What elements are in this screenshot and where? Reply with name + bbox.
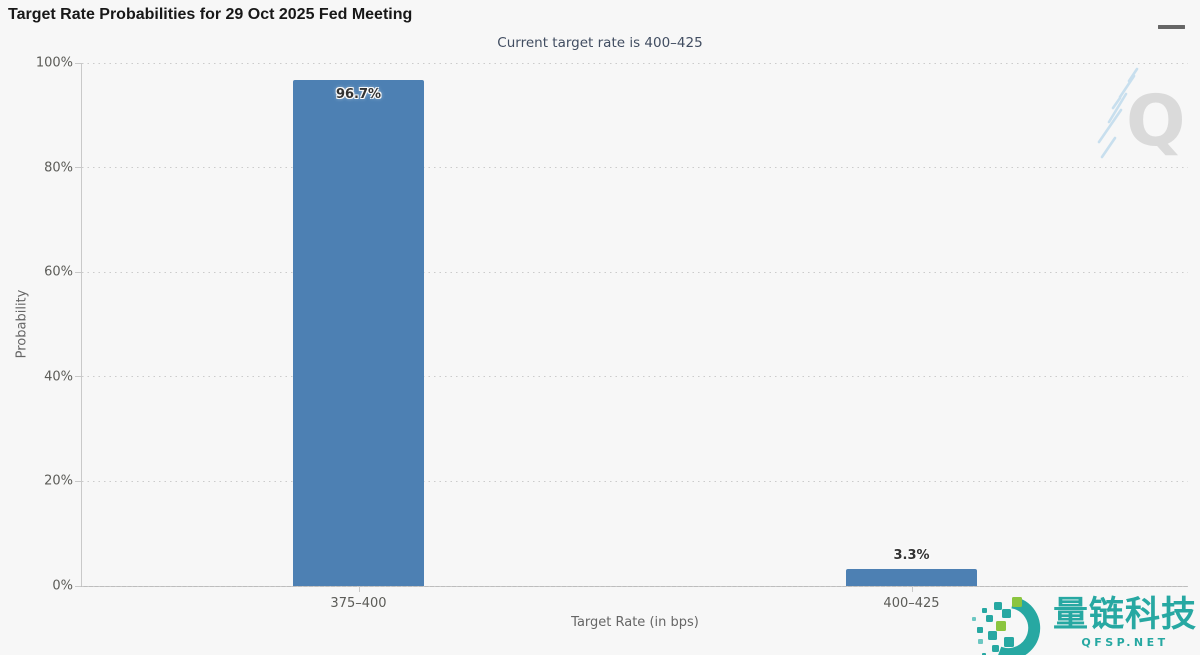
plot-area: 0% 20% 40% 60% 80% 100% 96.7% 375–400 3.3% 400–42… [36, 56, 1188, 611]
y-tick-mark [75, 585, 81, 587]
y-tick-mark [75, 62, 81, 64]
bar-category-2[interactable] [846, 568, 977, 586]
y-tick-mark [75, 376, 81, 378]
y-tick-label: 60% [44, 264, 73, 280]
y-tick-mark [75, 480, 81, 482]
y-tick-label: 80% [44, 160, 73, 176]
chart-subtitle: Current target rate is 400–425 [497, 35, 703, 51]
bar-category-1[interactable] [293, 80, 424, 586]
y-tick-label: 40% [44, 369, 73, 385]
x-tick-label: 400–425 [883, 596, 940, 611]
gridline-100 [82, 62, 1188, 64]
gridline-40 [82, 376, 1188, 378]
qfsp-logo-company: 量链科技 [1052, 595, 1197, 635]
y-tick-label: 20% [44, 473, 73, 489]
x-axis-line [81, 586, 1188, 587]
logo-mosaic-squares [971, 597, 1022, 655]
x-tick-mark [911, 586, 913, 592]
y-tick-mark [75, 167, 81, 169]
bar-value-label: 96.7% [335, 87, 382, 103]
gridline-80 [82, 167, 1188, 169]
y-tick-label: 100% [35, 55, 73, 71]
bar-value-label: 3.3% [893, 547, 930, 563]
gridline-0 [82, 585, 1188, 587]
chart-context-menu-button[interactable] [1156, 8, 1188, 32]
gridline-60 [82, 271, 1188, 273]
y-tick-label: 0% [52, 578, 73, 594]
qfsp-logo: 量链科技 QFSP.NET [971, 597, 1197, 655]
x-axis-title: Target Rate (in bps) [571, 615, 699, 630]
chart-title: Target Rate Probabilities for 29 Oct 202… [8, 6, 413, 23]
x-tick-label: 375–400 [330, 596, 387, 611]
qfsp-logo-domain: QFSP.NET [1081, 635, 1169, 649]
x-tick-mark [358, 586, 360, 592]
gridline-20 [82, 480, 1188, 482]
qfsp-logo-textblock: 量链科技 QFSP.NET [1053, 597, 1197, 649]
qfsp-logo-icon [971, 597, 1041, 655]
y-axis-title: Probability [14, 289, 30, 359]
y-axis-line [81, 63, 82, 586]
y-tick-mark [75, 271, 81, 273]
